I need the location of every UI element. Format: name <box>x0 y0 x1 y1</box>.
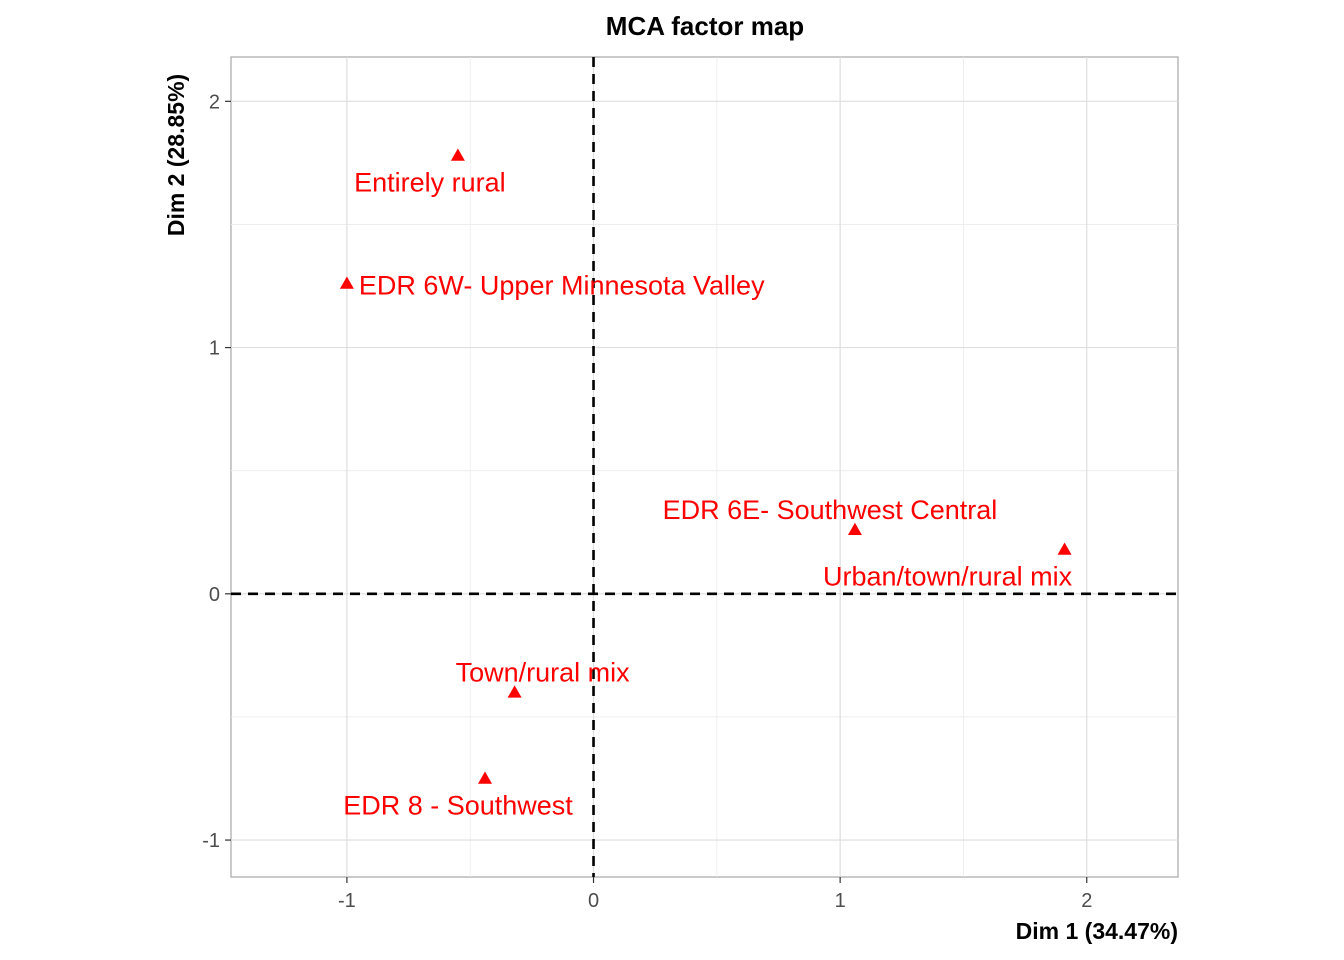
y-axis-title: Dim 2 (28.85%) <box>163 74 189 236</box>
x-tick-label: 1 <box>835 890 846 912</box>
data-point-marker <box>1057 542 1072 555</box>
data-point-marker <box>450 148 465 161</box>
x-tick-label: -1 <box>338 890 356 912</box>
y-tick-label: 2 <box>209 91 220 113</box>
data-point-label: Entirely rural <box>354 167 506 197</box>
x-tick-label: 2 <box>1081 890 1092 912</box>
axis-ticks: -1 0 1 2 -1 0 1 2 <box>202 91 1092 912</box>
x-tick-label: 0 <box>588 890 599 912</box>
data-point-label: EDR 6W- Upper Minnesota Valley <box>359 271 765 301</box>
plot-panel <box>230 56 1179 878</box>
reference-lines <box>231 57 1178 877</box>
data-point-label: Town/rural mix <box>456 657 631 687</box>
x-axis-title: Dim 1 (34.47%) <box>1016 918 1178 944</box>
y-tick-label: 0 <box>209 584 220 606</box>
data-point-label: Urban/town/rural mix <box>823 561 1073 591</box>
data-point-marker <box>478 771 493 784</box>
data-point-marker <box>339 276 354 289</box>
data-point-label: EDR 8 - Southwest <box>343 791 573 821</box>
y-tick-label: -1 <box>202 830 220 852</box>
plot-border <box>230 56 1179 878</box>
data-points <box>339 148 1072 784</box>
y-tick-label: 1 <box>209 338 220 360</box>
chart-title: MCA factor map <box>606 11 804 41</box>
data-point-label: EDR 6E- Southwest Central <box>663 495 998 525</box>
point-labels: Entirely rural EDR 6W- Upper Minnesota Va… <box>343 167 1072 820</box>
data-point-marker <box>507 685 522 698</box>
data-point-marker <box>847 522 862 536</box>
